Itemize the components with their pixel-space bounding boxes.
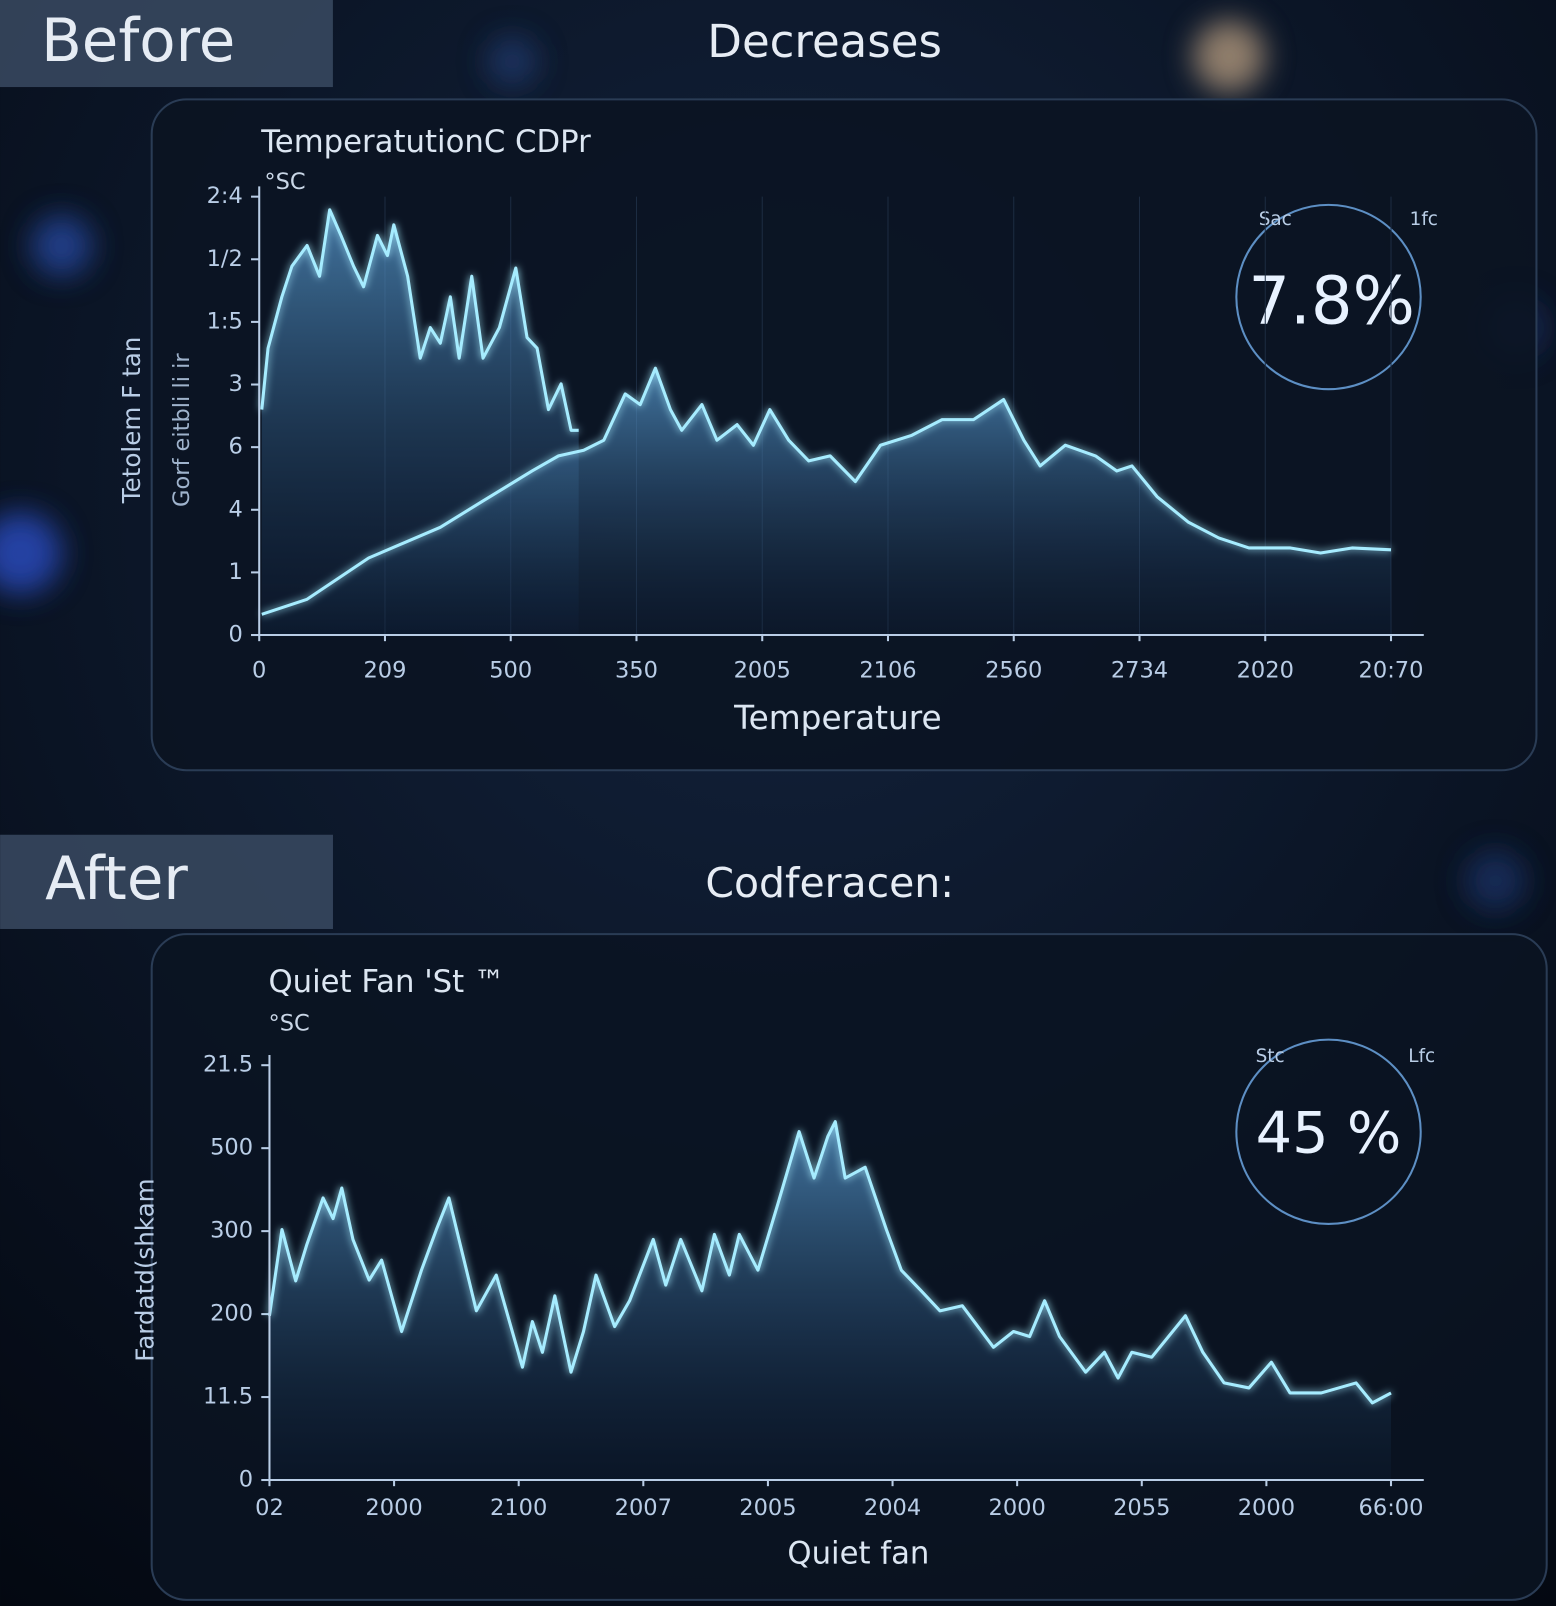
gauge-label: Stc <box>1256 1046 1285 1067</box>
y-tick-label: 0 <box>229 622 243 648</box>
area-fill <box>261 368 1392 636</box>
gauge-value: 45 % <box>1256 1100 1402 1167</box>
gauge-value: 7.8% <box>1248 263 1415 339</box>
tag-box <box>0 0 333 88</box>
x-tick-label: 209 <box>363 657 406 683</box>
y-tick-label: 2:4 <box>207 183 243 209</box>
x-axis-label: Quiet fan <box>787 1535 929 1571</box>
x-tick-label: 2000 <box>365 1495 422 1521</box>
series-line <box>267 1120 1392 1405</box>
y-tick-label: 1:5 <box>207 308 243 334</box>
y-tick-label: 300 <box>210 1218 253 1244</box>
gauge-label: Sac <box>1259 209 1292 230</box>
x-tick-label: 500 <box>489 657 532 683</box>
y-tick-label: 1/2 <box>207 246 243 272</box>
unit: °SC <box>264 169 305 195</box>
unit: °SC <box>268 1011 309 1037</box>
gauge-ring <box>1235 1038 1422 1225</box>
x-tick-label: 350 <box>615 657 658 683</box>
x-tick-label: 2005 <box>734 657 791 683</box>
x-tick-label: 2560 <box>985 657 1042 683</box>
heading: Codferacen: <box>705 859 954 907</box>
y-axis-label: Fardatd(shkam <box>131 1178 160 1361</box>
x-tick-label: 2734 <box>1111 657 1168 683</box>
x-tick-label: 20:70 <box>1359 657 1424 683</box>
x-tick-label: 2055 <box>1113 1495 1170 1521</box>
series-line <box>261 366 1392 616</box>
y-tick-label: 11.5 <box>203 1384 253 1410</box>
x-tick-label: 2004 <box>864 1495 921 1521</box>
series-line <box>260 208 579 432</box>
x-tick-label: 2000 <box>989 1495 1046 1521</box>
x-tick-label: 2000 <box>1238 1495 1295 1521</box>
y-tick-label: 500 <box>210 1135 253 1161</box>
tag: After <box>45 845 188 914</box>
x-tick-label: 2100 <box>490 1495 547 1521</box>
y-tick-label: 4 <box>229 496 243 522</box>
y-tick-label: 200 <box>210 1301 253 1327</box>
y-axis-label: Tetolem F tan <box>117 337 146 505</box>
area-fill <box>269 1121 1392 1481</box>
chart-title: Quiet Fan 'St ™ <box>268 964 504 1000</box>
x-tick-label: 2020 <box>1237 657 1294 683</box>
x-tick-label: 2007 <box>615 1495 672 1521</box>
gauge-label: Lfc <box>1408 1046 1435 1067</box>
x-tick-label: 66:00 <box>1359 1495 1424 1521</box>
tag: Before <box>41 7 235 76</box>
chart-title: TemperatutionC CDPr <box>260 124 591 160</box>
x-tick-label: 02 <box>255 1495 284 1521</box>
tag-box <box>0 834 333 929</box>
x-tick-label: 0 <box>252 657 266 683</box>
x-axis-label: Temperature <box>733 699 942 737</box>
gauge-label: 1fc <box>1410 209 1438 230</box>
y-tick-label: 6 <box>229 434 243 460</box>
gauge-ring <box>1235 203 1422 391</box>
y-axis-label-2: Gorf eitbli li ir <box>169 353 195 507</box>
x-tick-label: 2106 <box>859 657 916 683</box>
x-tick-label: 2005 <box>739 1495 796 1521</box>
y-tick-label: 0 <box>239 1467 253 1493</box>
y-tick-label: 3 <box>229 371 243 397</box>
y-tick-label: 1 <box>229 559 243 585</box>
heading: Decreases <box>707 15 942 68</box>
y-tick-label: 21.5 <box>203 1052 253 1078</box>
